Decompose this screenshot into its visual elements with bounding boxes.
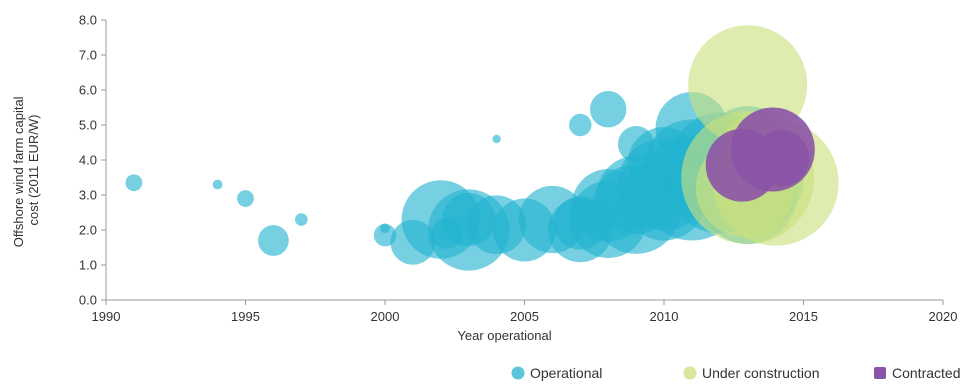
legend-swatch xyxy=(874,367,886,379)
bubble-point xyxy=(295,213,308,226)
legend-label: Contracted xyxy=(892,365,960,381)
y-tick-label: 2.0 xyxy=(79,223,97,238)
x-axis-title: Year operational xyxy=(457,328,551,343)
legend-swatch xyxy=(684,367,697,380)
y-tick-label: 4.0 xyxy=(79,153,97,168)
y-axis-ticks: 0.0 1.0 2.0 3.0 4.0 5.0 6.0 7.0 8.0 xyxy=(79,13,106,308)
bubble-point xyxy=(213,180,223,190)
legend-item: Under construction xyxy=(684,365,820,381)
x-tick-label: 2010 xyxy=(650,309,679,324)
bubble-point xyxy=(753,130,809,186)
x-tick-label: 2000 xyxy=(371,309,400,324)
y-axis-title: Offshore wind farm capital cost (2011 EU… xyxy=(11,93,41,247)
y-tick-label: 1.0 xyxy=(79,258,97,273)
bubble-point xyxy=(590,91,626,127)
y-axis-title-line-1: Offshore wind farm capital xyxy=(11,96,26,247)
legend-item: Operational xyxy=(512,365,603,381)
y-tick-label: 6.0 xyxy=(79,83,97,98)
y-tick-label: 8.0 xyxy=(79,13,97,28)
y-tick-label: 7.0 xyxy=(79,48,97,63)
x-tick-label: 2020 xyxy=(929,309,958,324)
legend-label: Operational xyxy=(530,365,602,381)
bubble-point xyxy=(492,135,500,143)
bubble-layer xyxy=(125,25,838,270)
x-tick-label: 1990 xyxy=(92,309,121,324)
y-axis-title-line-2: cost (2011 EUR/W) xyxy=(26,114,41,225)
legend-label: Under construction xyxy=(702,365,820,381)
x-tick-label: 1995 xyxy=(231,309,260,324)
bubble-point xyxy=(125,174,142,191)
y-tick-label: 0.0 xyxy=(79,293,97,308)
bubble-point xyxy=(569,114,591,136)
bubble-point xyxy=(258,225,289,256)
y-tick-label: 5.0 xyxy=(79,118,97,133)
y-tick-label: 3.0 xyxy=(79,188,97,203)
x-tick-label: 2015 xyxy=(789,309,818,324)
legend-swatch xyxy=(512,367,525,380)
bubble-point xyxy=(237,190,254,207)
legend-item: Contracted xyxy=(874,365,960,381)
x-tick-label: 2005 xyxy=(510,309,539,324)
x-axis-ticks: 1990 1995 2000 2005 2010 2015 2020 xyxy=(92,300,958,324)
legend: Operational Under construction Contracted xyxy=(512,365,961,381)
